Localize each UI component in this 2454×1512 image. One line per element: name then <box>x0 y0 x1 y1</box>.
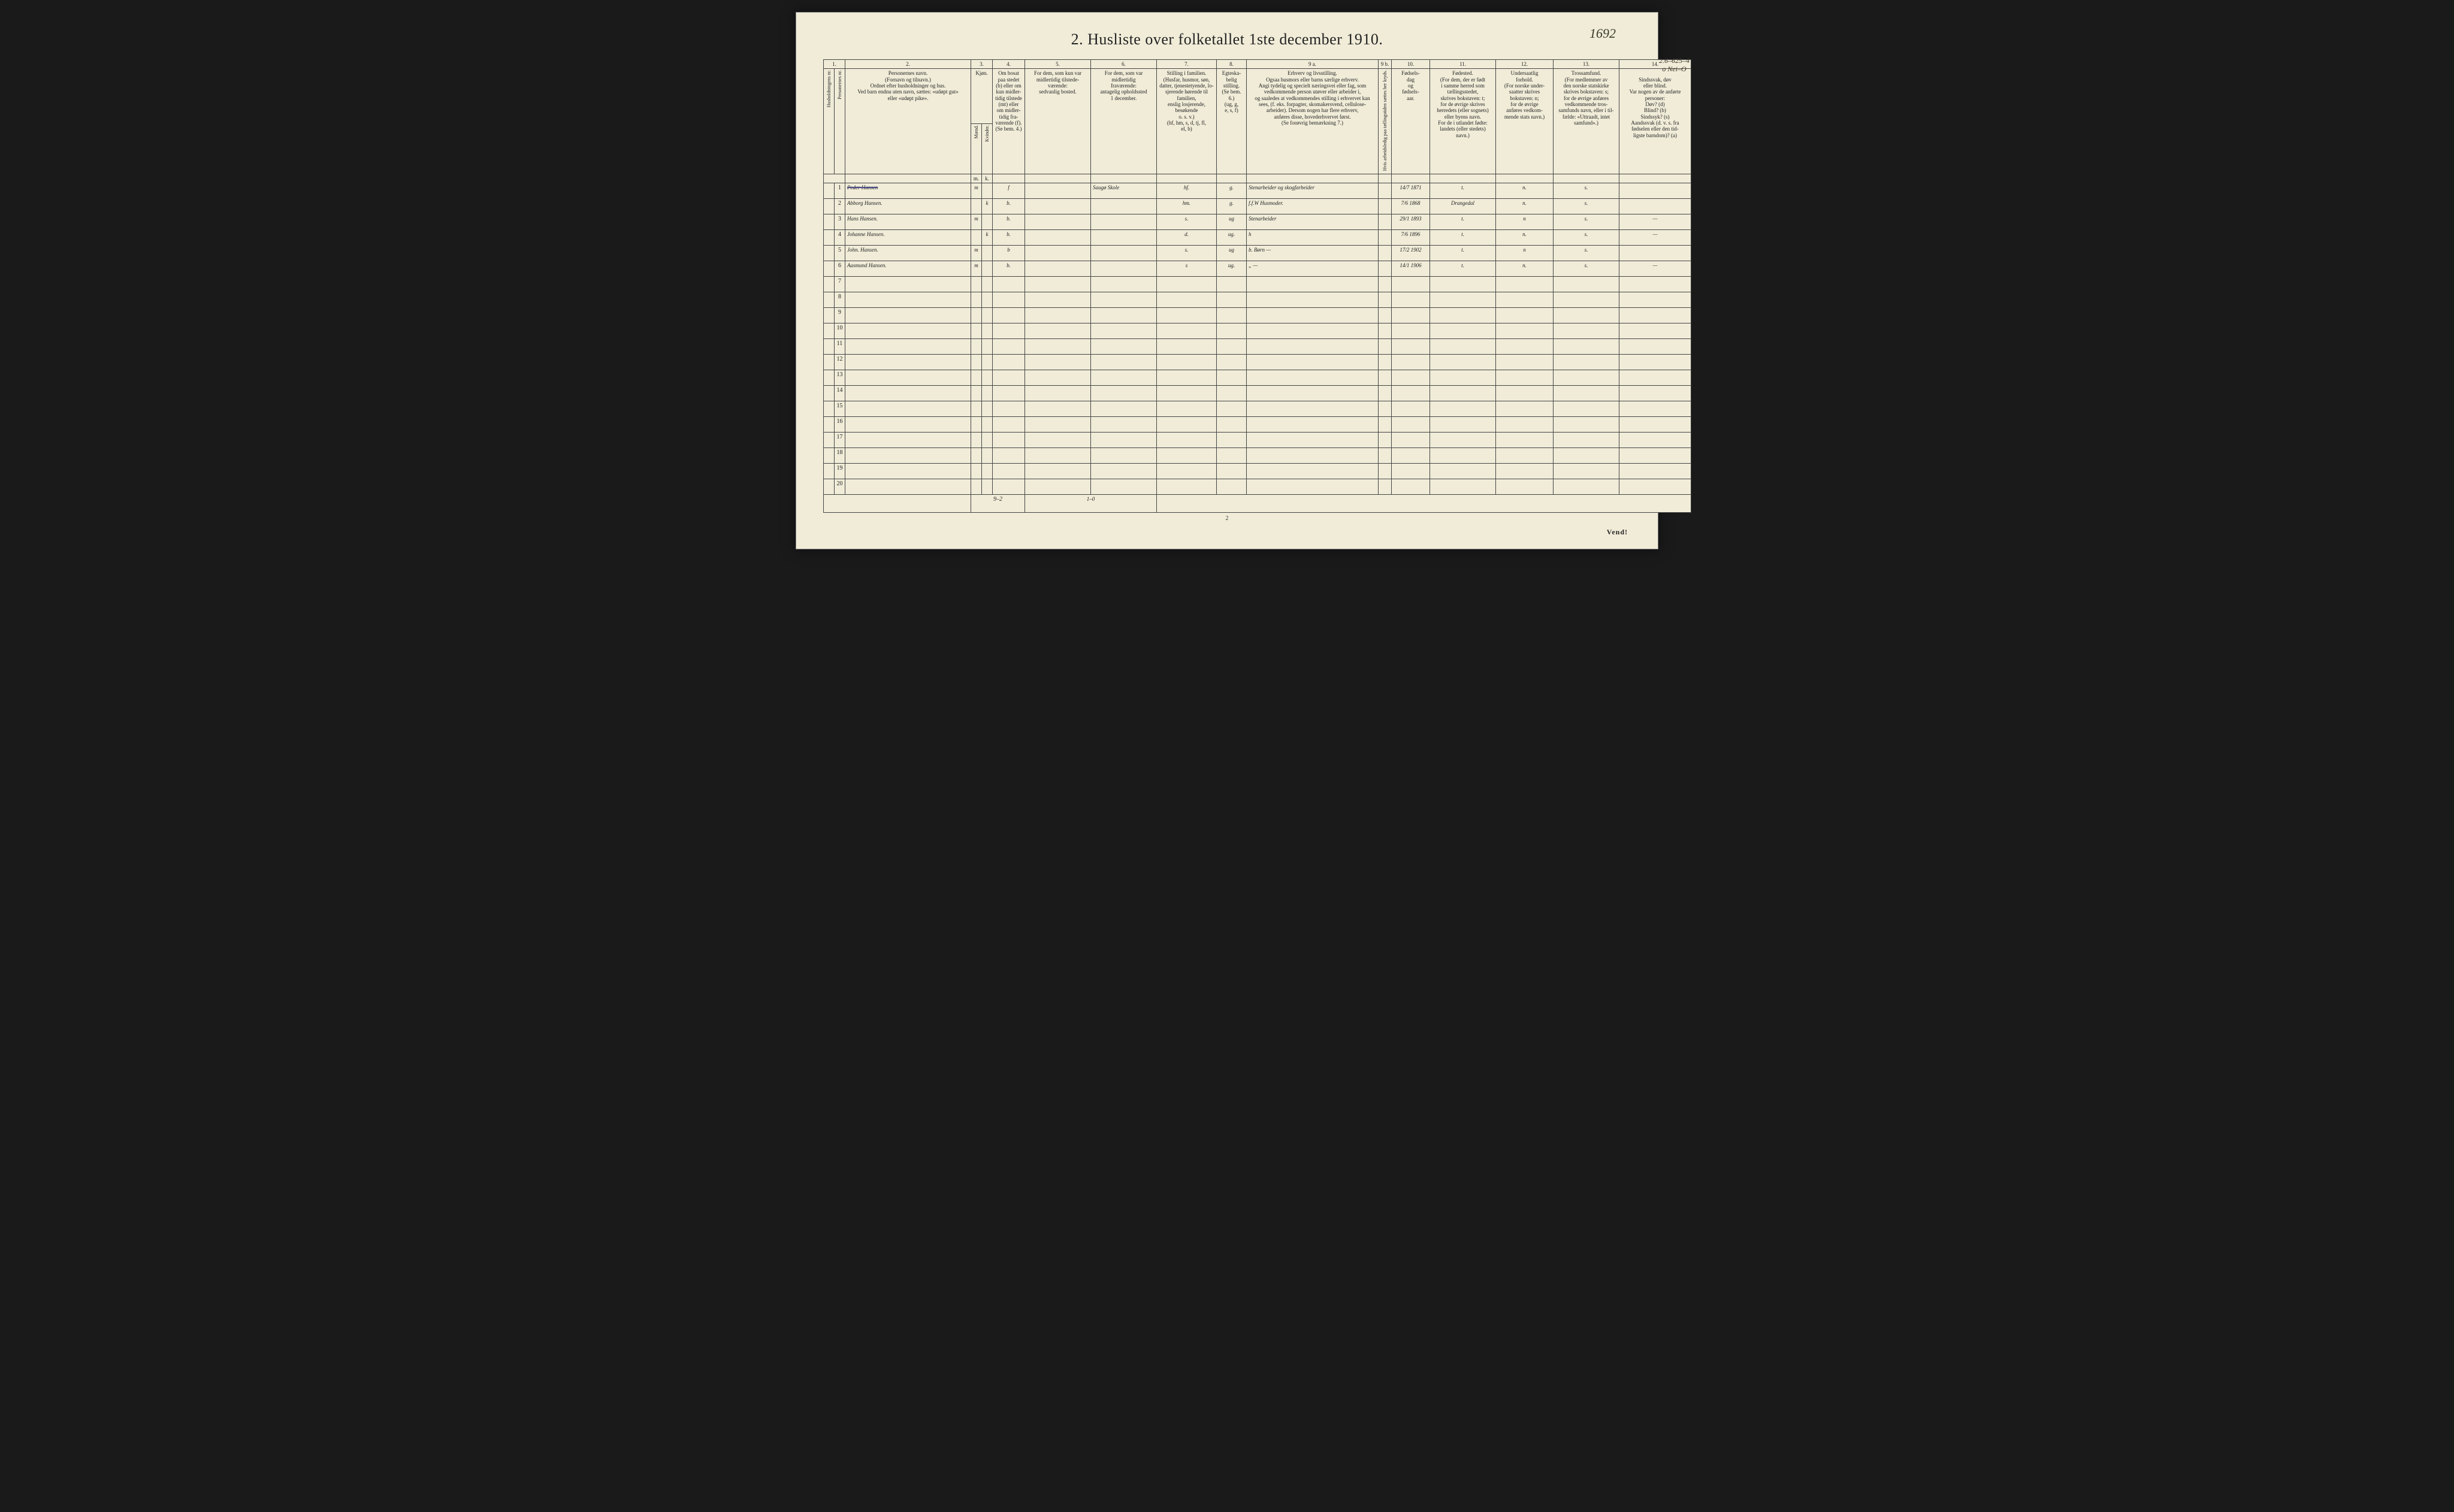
table-row: 4Johanne Hansen.kb.d.ug.h7/6 1896t.n.s.— <box>824 230 1691 246</box>
hdr-birthplace: Fødested. (For dem, der er født i samme … <box>1430 69 1496 174</box>
hdr-occupation: Erhverv og livsstilling. Ogsaa husmors e… <box>1247 69 1379 174</box>
turn-over-label: Vend! <box>1607 528 1628 537</box>
page-title: 2. Husliste over folketallet 1ste decemb… <box>823 31 1631 49</box>
colnum-9a: 9 a. <box>1247 60 1379 69</box>
colnum-11: 11. <box>1430 60 1496 69</box>
hdr-male: Mænd. <box>971 124 982 174</box>
margin-note: 2.6–625–4 o Nei–O <box>1659 57 1690 74</box>
table-row: 1Peder HansenmfSaugø Skolehf.g.Stenarbei… <box>824 183 1691 199</box>
table-row: 15 <box>824 401 1691 417</box>
colnum-1: 1. <box>824 60 845 69</box>
hdr-sex: Kjøn. <box>971 69 993 124</box>
table-header: 1. 2. 3. 4. 5. 6. 7. 8. 9 a. 9 b. 10. 11… <box>824 60 1691 183</box>
hdr-m: m. <box>971 174 982 183</box>
cell-name: Aasmund Hansen. <box>845 261 971 277</box>
table-row: 18 <box>824 448 1691 464</box>
colnum-12: 12. <box>1496 60 1554 69</box>
cell-name: Abborg Hansen. <box>845 199 971 214</box>
table-row: 8 <box>824 292 1691 308</box>
column-number-row: 1. 2. 3. 4. 5. 6. 7. 8. 9 a. 9 b. 10. 11… <box>824 60 1691 69</box>
hdr-temp-absent: For dem, som var midlertidig fraværende:… <box>1091 69 1157 174</box>
header-mk-row: m. k. <box>824 174 1691 183</box>
colnum-9b: 9 b. <box>1379 60 1392 69</box>
table-row: 12 <box>824 355 1691 370</box>
table-row: 5John. Hansen.mbs.ugb. Børn —17/2 1902t.… <box>824 246 1691 261</box>
census-table: 1. 2. 3. 4. 5. 6. 7. 8. 9 a. 9 b. 10. 11… <box>823 59 1691 513</box>
colnum-7: 7. <box>1157 60 1217 69</box>
hdr-female: Kvinder. <box>982 124 993 174</box>
hdr-temp-present: For dem, som kun var midlertidig tilsted… <box>1025 69 1091 174</box>
document-page: 1692 2. Husliste over folketallet 1ste d… <box>796 12 1658 549</box>
tally-absent: 1–0 <box>1025 495 1157 513</box>
hdr-religion: Trossamfund. (For medlemmer av den norsk… <box>1554 69 1619 174</box>
table-row: 11 <box>824 339 1691 355</box>
table-body: 1Peder HansenmfSaugø Skolehf.g.Stenarbei… <box>824 183 1691 513</box>
table-row: 19 <box>824 464 1691 479</box>
cell-name: John. Hansen. <box>845 246 971 261</box>
hdr-marital: Egteska- belig stilling. (Se bem. 6.) (u… <box>1217 69 1247 174</box>
header-label-row: Husholdningens nr. Personernes nr. Perso… <box>824 69 1691 124</box>
colnum-2: 2. <box>845 60 971 69</box>
table-row: 10 <box>824 323 1691 339</box>
cell-name: Johanne Hansen. <box>845 230 971 246</box>
table-row: 6Aasmund Hansen.mb.sug.„ —14/1 1906t.n.s… <box>824 261 1691 277</box>
colnum-5: 5. <box>1025 60 1091 69</box>
hdr-unemployed: Hvis arbeidsledig paa tællingstiden sætt… <box>1379 69 1392 174</box>
tally-sex: 9–2 <box>971 495 1025 513</box>
hdr-household-no: Husholdningens nr. <box>824 69 835 174</box>
table-row: 9 <box>824 308 1691 323</box>
printed-page-number: 2 <box>823 515 1631 522</box>
handwritten-page-number: 1692 <box>1589 26 1616 41</box>
table-row: 16 <box>824 417 1691 433</box>
hdr-name: Personernes navn. (Fornavn og tilnavn.) … <box>845 69 971 174</box>
colnum-4: 4. <box>993 60 1025 69</box>
table-row: 7 <box>824 277 1691 292</box>
cell-name: Peder Hansen <box>845 183 971 199</box>
colnum-8: 8. <box>1217 60 1247 69</box>
hdr-residence: Om bosat paa stedet (b) eller om kun mid… <box>993 69 1025 174</box>
hdr-disability: Sindssvak, døv eller blind. Var nogen av… <box>1619 69 1691 174</box>
colnum-3: 3. <box>971 60 993 69</box>
table-row: 14 <box>824 386 1691 401</box>
hdr-nationality: Undersaatlig forhold. (For norske under-… <box>1496 69 1554 174</box>
hdr-birthdate: Fødsels- dag og fødsels- aar. <box>1392 69 1430 174</box>
hdr-family-position: Stilling i familien. (Husfar, husmor, sø… <box>1157 69 1217 174</box>
cell-name: Hans Hansen. <box>845 214 971 230</box>
colnum-13: 13. <box>1554 60 1619 69</box>
table-row: 3Hans Hansen.mb.s.ugStenarbeider29/1 189… <box>824 214 1691 230</box>
table-row: 17 <box>824 433 1691 448</box>
table-row: 20 <box>824 479 1691 495</box>
hdr-k: k. <box>982 174 993 183</box>
colnum-10: 10. <box>1392 60 1430 69</box>
hdr-person-no: Personernes nr. <box>835 69 845 174</box>
table-row: 13 <box>824 370 1691 386</box>
table-row: 2Abborg Hansen.kb.hm.g.f.f.W Husmoder.7/… <box>824 199 1691 214</box>
colnum-6: 6. <box>1091 60 1157 69</box>
footer-tally-row: 9–21–0 <box>824 495 1691 513</box>
